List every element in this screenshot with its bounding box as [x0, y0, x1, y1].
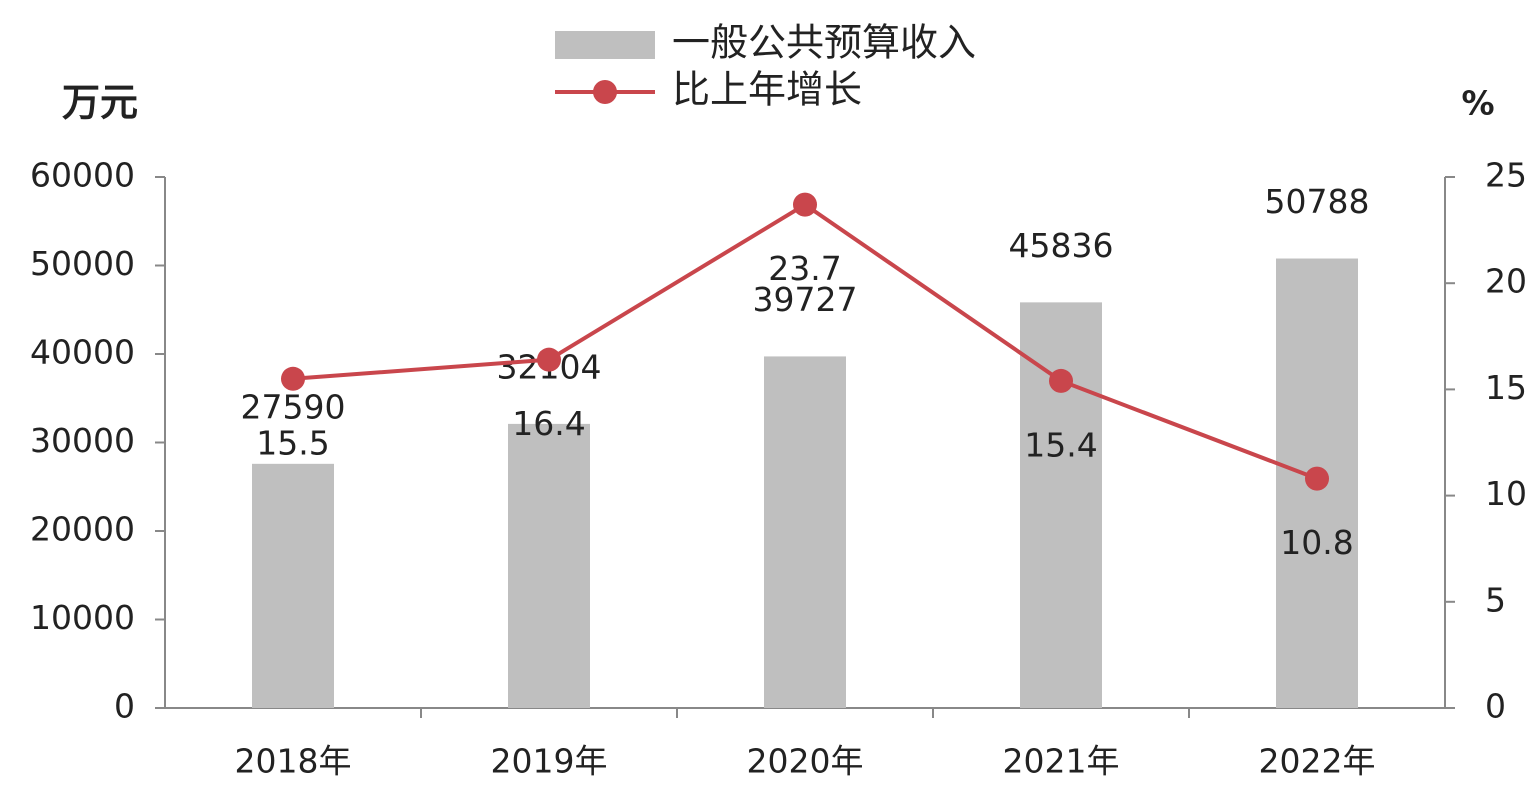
legend-label: 比上年增长	[672, 68, 862, 112]
y-axis-label: 万元	[62, 81, 138, 125]
y-tick-label: 0	[114, 687, 135, 726]
legend-marker	[593, 80, 617, 104]
line-marker	[281, 366, 305, 391]
y2-tick-label: 5	[1485, 580, 1506, 619]
bar-value-label: 39727	[753, 280, 858, 319]
line-value-label: 10.8	[1280, 523, 1353, 562]
y-tick-label: 40000	[30, 333, 135, 372]
y2-tick-label: 25	[1485, 156, 1527, 195]
bar	[252, 463, 334, 708]
y2-axis-label: %	[1461, 84, 1494, 123]
x-tick-label: 2019年	[491, 742, 608, 781]
legend-swatch	[555, 31, 655, 59]
line-marker	[537, 347, 561, 372]
line-marker	[1305, 466, 1329, 491]
line-marker	[1049, 368, 1073, 393]
bar-value-label: 27590	[241, 387, 346, 426]
bar	[508, 423, 590, 708]
legend-label: 一般公共预算收入	[672, 21, 976, 65]
y2-tick-label: 10	[1485, 474, 1527, 513]
x-tick-label: 2021年	[1003, 742, 1120, 781]
line-value-label: 15.5	[256, 423, 329, 462]
y2-tick-label: 0	[1485, 687, 1506, 726]
y-tick-label: 20000	[30, 510, 135, 549]
line-value-label: 23.7	[768, 249, 841, 288]
bar-value-label: 50788	[1265, 182, 1370, 221]
x-tick-label: 2020年	[747, 742, 864, 781]
y-tick-label: 60000	[30, 156, 135, 195]
line-value-label: 15.4	[1024, 425, 1097, 464]
bar-value-label: 45836	[1009, 226, 1114, 265]
line-value-label: 16.4	[512, 404, 585, 443]
x-tick-label: 2018年	[235, 742, 352, 781]
y-tick-label: 50000	[30, 244, 135, 283]
y2-tick-label: 20	[1485, 262, 1527, 301]
x-tick-label: 2022年	[1259, 742, 1376, 781]
y-tick-label: 10000	[30, 598, 135, 637]
y-tick-label: 30000	[30, 421, 135, 460]
line-marker	[793, 192, 817, 217]
bar	[764, 356, 846, 708]
y2-tick-label: 15	[1485, 368, 1527, 407]
